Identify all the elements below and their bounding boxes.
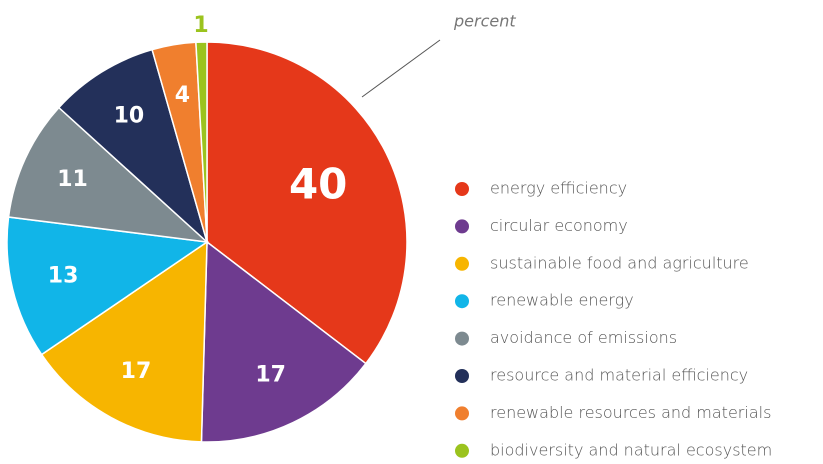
- annotation: percent: [453, 12, 516, 31]
- legend-marker: [455, 406, 469, 421]
- pie-slice: [6, 216, 210, 356]
- legend-label: biodiversity and natural ecosystem: [490, 440, 772, 459]
- legend-marker: [455, 443, 469, 458]
- pie-slice: [195, 41, 208, 243]
- legend-label: circular economy: [490, 216, 628, 235]
- pie-slice: [200, 240, 367, 443]
- legend-label: sustainable food and agriculture: [490, 253, 749, 272]
- pie-slice: [206, 41, 408, 365]
- annotation-line: [361, 39, 441, 98]
- legend-label: avoidance of emissions: [490, 328, 677, 347]
- slice-label: 17: [121, 359, 152, 384]
- slice-label: 13: [48, 264, 79, 289]
- legend-marker: [455, 182, 469, 196]
- legend-label: renewable resources and materials: [490, 403, 771, 422]
- slice-label: 4: [175, 83, 190, 108]
- legend-marker: [455, 294, 469, 309]
- legend-label: renewable energy: [490, 291, 634, 310]
- legend-label: resource and material efficiency: [490, 366, 748, 385]
- slice-label: 17: [255, 363, 286, 388]
- slice-label: 1: [193, 13, 208, 38]
- pie-slice: [7, 106, 210, 244]
- pie-slice: [40, 240, 208, 443]
- legend-label: energy efficiency: [490, 179, 627, 198]
- legend-marker: [455, 331, 469, 346]
- legend-marker: [455, 219, 469, 234]
- slice-label: 11: [57, 167, 88, 192]
- slice-label: 10: [114, 103, 145, 128]
- pie-slice: [57, 48, 209, 245]
- legend-marker: [455, 369, 469, 383]
- slice-label: 40: [289, 160, 347, 209]
- legend-marker: [455, 256, 469, 271]
